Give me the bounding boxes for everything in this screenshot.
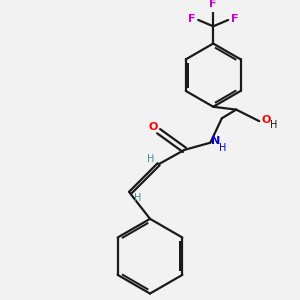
Text: H: H <box>270 120 277 130</box>
Text: H: H <box>219 143 226 153</box>
Text: O: O <box>148 122 158 132</box>
Text: H: H <box>134 193 141 203</box>
Text: F: F <box>231 14 238 23</box>
Text: F: F <box>188 14 196 23</box>
Text: F: F <box>209 0 217 9</box>
Text: H: H <box>147 154 155 164</box>
Text: O: O <box>261 115 271 125</box>
Text: N: N <box>211 136 220 146</box>
